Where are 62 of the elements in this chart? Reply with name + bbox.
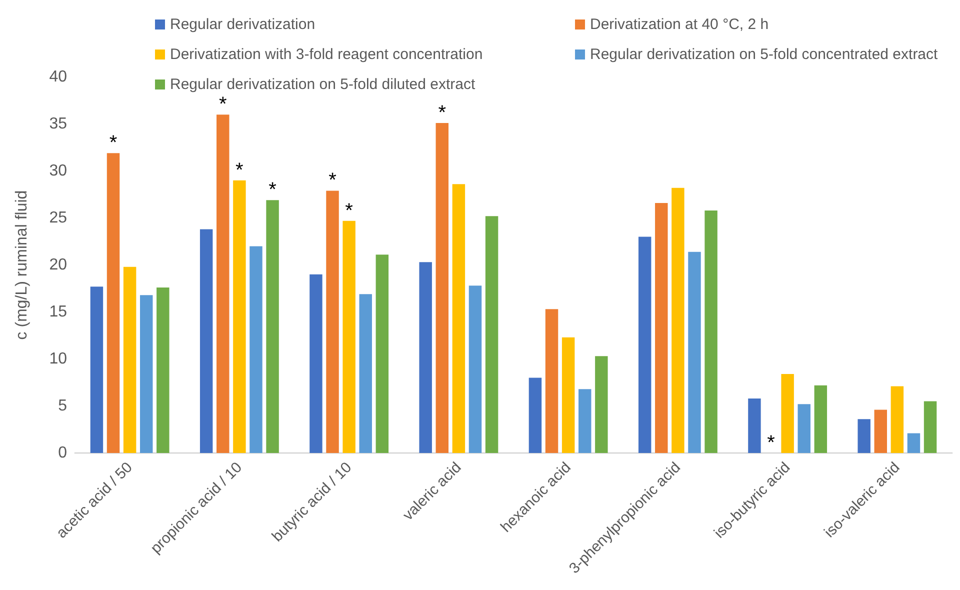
y-tick-label: 15 <box>49 304 68 320</box>
bar <box>123 266 136 453</box>
bar <box>485 216 498 453</box>
bar <box>452 184 466 453</box>
data-label: * <box>438 102 446 124</box>
bar <box>233 180 246 453</box>
bar <box>216 114 230 453</box>
y-tick-label: 25 <box>49 210 68 226</box>
bar <box>359 294 372 453</box>
bar <box>326 190 339 453</box>
bar <box>655 202 668 453</box>
bar <box>266 200 279 453</box>
legend-label: Regular derivatization on 5-fold concentrated extract <box>590 46 939 63</box>
data-label: * <box>218 94 227 116</box>
y-tick-label: 5 <box>58 398 68 414</box>
bar <box>106 153 120 453</box>
data-label: * <box>767 432 776 454</box>
bar <box>562 337 575 453</box>
y-tick-label: 40 <box>49 68 68 86</box>
y-tick-label: 35 <box>49 116 68 132</box>
bar <box>814 385 828 453</box>
legend-label: Regular derivatization on 5-fold diluted extract <box>170 76 476 93</box>
data-label: * <box>328 170 337 192</box>
bar <box>638 236 652 453</box>
bar <box>890 386 904 453</box>
legend-label: Regular derivatization <box>170 16 316 33</box>
bar <box>781 374 794 453</box>
bar <box>907 433 920 453</box>
y-tick-label: 20 <box>49 256 68 274</box>
bar <box>250 246 262 453</box>
y-tick-label: 10 <box>49 350 68 368</box>
y-tick-label: 30 <box>49 162 68 180</box>
bar <box>342 220 356 453</box>
bar <box>436 123 449 453</box>
bar <box>924 401 937 453</box>
bar <box>468 286 482 453</box>
bar <box>595 356 608 453</box>
bar <box>672 188 684 453</box>
bar <box>545 309 558 453</box>
data-label: * <box>345 200 354 222</box>
bar <box>688 252 701 453</box>
bar <box>858 419 870 453</box>
legend-label: Derivatization with 3-fold reagent concentration <box>170 46 483 63</box>
bar <box>798 404 810 453</box>
bar <box>704 210 718 453</box>
y-axis-title: c (mg/L) ruminal fluid <box>14 190 30 340</box>
bar <box>200 229 213 453</box>
data-label: * <box>268 179 277 202</box>
bar <box>310 274 322 453</box>
bar <box>140 295 153 453</box>
bar <box>90 286 104 453</box>
bar <box>419 262 432 453</box>
data-label: * <box>236 159 244 182</box>
legend-label: Derivatization at 40 °C, 2 h <box>590 16 769 33</box>
bar <box>578 389 592 453</box>
data-label: * <box>109 132 118 154</box>
bar <box>874 410 888 453</box>
bar <box>156 288 170 453</box>
bar <box>748 398 761 453</box>
bar <box>376 254 389 453</box>
y-tick-label: 0 <box>58 444 68 462</box>
bar <box>528 378 542 453</box>
